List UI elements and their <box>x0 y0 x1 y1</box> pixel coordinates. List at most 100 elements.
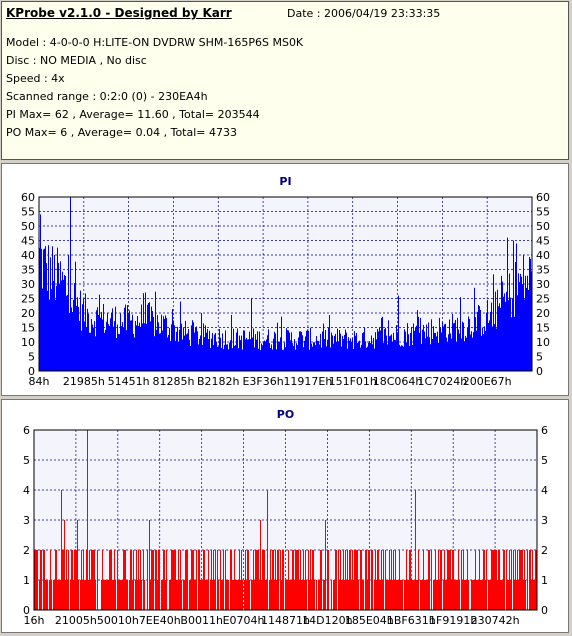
bar <box>279 341 280 371</box>
bar <box>486 550 487 610</box>
bar <box>344 335 345 371</box>
bar <box>176 580 177 610</box>
bar <box>476 330 477 371</box>
bar <box>488 323 489 371</box>
bar <box>459 580 460 610</box>
bar <box>284 342 285 371</box>
bar <box>444 324 445 371</box>
bar <box>137 580 138 610</box>
bar <box>44 248 45 371</box>
bar <box>245 339 246 371</box>
bar <box>384 329 385 371</box>
bar <box>366 550 367 610</box>
bar <box>524 550 525 610</box>
bar <box>447 550 448 610</box>
bar <box>127 580 128 610</box>
bar <box>200 335 201 371</box>
bar <box>400 580 401 610</box>
bar <box>285 580 286 610</box>
bar <box>387 580 388 610</box>
bar <box>118 580 119 610</box>
bar <box>422 580 423 610</box>
bar <box>239 335 240 371</box>
bar <box>193 322 194 371</box>
bar <box>211 550 212 610</box>
bar <box>311 580 312 610</box>
bar <box>110 318 111 371</box>
bar <box>427 336 428 371</box>
bar <box>345 550 346 610</box>
bar <box>260 520 261 610</box>
bar <box>78 580 79 610</box>
bar <box>416 580 417 610</box>
bar <box>347 550 348 610</box>
bar <box>294 339 295 371</box>
bar <box>211 338 212 371</box>
y-tick-label-right: 2 <box>541 544 548 557</box>
bar <box>269 343 270 371</box>
bar <box>266 580 267 610</box>
bar <box>138 325 139 371</box>
bar <box>299 331 300 371</box>
bar <box>201 580 202 610</box>
bar <box>489 580 490 610</box>
bar <box>321 347 322 371</box>
bar <box>172 309 173 371</box>
bar <box>340 550 341 610</box>
bar <box>159 333 160 371</box>
bar <box>331 580 332 610</box>
bar <box>258 348 259 371</box>
bar <box>297 345 298 371</box>
bar <box>323 580 324 610</box>
bar <box>234 345 235 371</box>
bar <box>512 298 513 371</box>
bar <box>354 550 355 610</box>
bar <box>285 347 286 371</box>
bar <box>70 197 71 371</box>
bar <box>342 580 343 610</box>
bar <box>410 332 411 371</box>
bar <box>534 580 535 610</box>
bar <box>49 299 50 371</box>
bar <box>226 580 227 610</box>
bar <box>237 580 238 610</box>
bar <box>206 580 207 610</box>
bar <box>137 315 138 371</box>
bar <box>436 336 437 371</box>
bar <box>82 304 83 371</box>
bar <box>364 327 365 371</box>
bar <box>219 329 220 371</box>
bar <box>309 580 310 610</box>
bar <box>214 334 215 371</box>
bar <box>138 550 139 610</box>
bar <box>49 580 50 610</box>
bar <box>92 324 93 371</box>
bar <box>195 580 196 610</box>
bar <box>199 338 200 371</box>
app-title: KProbe v2.1.0 - Designed by Karr <box>6 6 232 20</box>
bar <box>339 580 340 610</box>
bar <box>307 329 308 371</box>
bar <box>127 305 128 371</box>
bar <box>398 580 399 610</box>
y-tick-label-right: 45 <box>536 235 550 248</box>
bar <box>280 337 281 371</box>
bar <box>372 344 373 371</box>
bar <box>500 307 501 371</box>
bar <box>144 580 145 610</box>
bar <box>394 580 395 610</box>
bar <box>89 332 90 371</box>
bar <box>502 580 503 610</box>
bar <box>276 349 277 371</box>
bar <box>272 349 273 371</box>
bar <box>367 346 368 371</box>
bar <box>477 580 478 610</box>
bar <box>233 580 234 610</box>
x-tick-label: 230742h <box>471 614 520 627</box>
bar <box>140 326 141 371</box>
bar <box>385 327 386 371</box>
bar <box>260 350 261 371</box>
bar <box>501 275 502 371</box>
bar <box>371 335 372 371</box>
bar <box>154 336 155 371</box>
